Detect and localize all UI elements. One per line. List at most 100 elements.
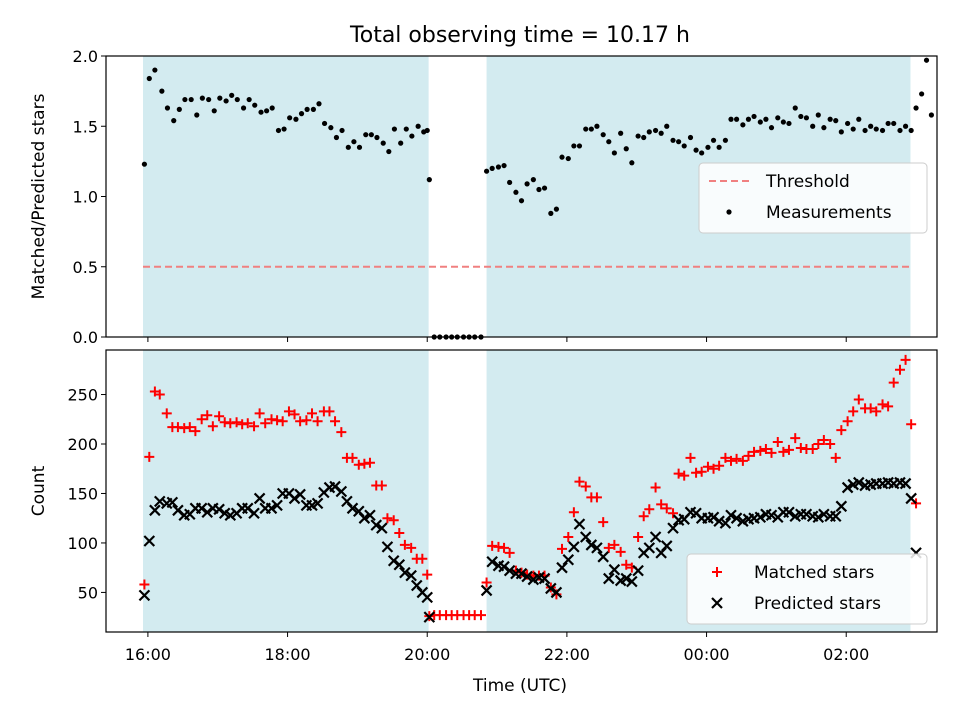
- matched-star-point: [196, 414, 207, 425]
- matched-star-point: [422, 569, 433, 580]
- measurement-point: [775, 115, 781, 121]
- predicted-star-point: [393, 558, 406, 571]
- x-tick-label: 20:00: [404, 645, 450, 664]
- measurement-point: [328, 125, 334, 131]
- legend-box: [686, 553, 928, 625]
- matched-star-point: [842, 416, 853, 427]
- predicted-star-point: [841, 481, 854, 494]
- measurement-point: [548, 210, 554, 216]
- measurement-point: [176, 106, 182, 112]
- matched-star-point: [755, 445, 766, 456]
- measurement-point: [229, 92, 235, 98]
- measurement-point: [530, 177, 536, 183]
- matched-star-point: [685, 452, 696, 463]
- chart-title: Total observing time = 10.17 h: [349, 23, 690, 48]
- predicted-star-point: [364, 509, 376, 522]
- matched-star-point: [807, 443, 818, 454]
- measurement-point: [763, 116, 769, 122]
- measurement-point: [733, 116, 740, 122]
- matched-star-point: [708, 463, 719, 474]
- matched-star-point: [778, 446, 789, 457]
- measurement-point: [815, 112, 821, 118]
- predicted-star-point: [253, 492, 266, 505]
- predicted-star-point: [271, 499, 283, 512]
- matched-star-point: [813, 439, 824, 449]
- predicted-star-point: [719, 517, 732, 529]
- measurement-point: [868, 123, 874, 129]
- legend-bottom: Matched stars Predicted stars: [686, 553, 928, 625]
- y-axis-label-bottom: Count: [29, 465, 49, 516]
- matched-star-point: [783, 444, 794, 455]
- matched-star-point: [161, 408, 172, 419]
- predicted-star-point: [503, 564, 516, 577]
- measurement-point: [780, 119, 786, 125]
- measurement-point: [188, 96, 194, 103]
- matched-star-point: [836, 425, 847, 436]
- measurement-point: [803, 115, 810, 121]
- matched-star-point: [621, 559, 632, 570]
- measurement-point: [258, 109, 264, 115]
- measurement-point: [141, 161, 148, 167]
- y-tick-label: 0.0: [73, 328, 98, 347]
- measurement-point: [693, 147, 699, 153]
- measurement-point: [745, 116, 752, 122]
- measurement-point: [611, 150, 617, 156]
- matched-star-point: [772, 437, 783, 448]
- measurement-point: [792, 105, 798, 111]
- matched-star-point: [906, 419, 917, 430]
- matched-star-point: [399, 539, 410, 550]
- predicted-star-point: [568, 541, 580, 553]
- predicted-star-point: [201, 506, 214, 519]
- measurement-point: [885, 120, 891, 127]
- measurement-point: [391, 126, 398, 132]
- predicted-star-point: [248, 507, 260, 520]
- observing-window-0: [143, 56, 429, 337]
- matched-star-point: [504, 547, 515, 558]
- matched-star-point: [475, 610, 486, 621]
- measurement-point: [681, 143, 687, 149]
- measurement-point: [199, 95, 205, 101]
- measurement-point: [699, 150, 705, 156]
- predicted-star-point: [829, 510, 842, 523]
- y-tick-label: 200: [67, 435, 98, 454]
- y-tick-label: 250: [67, 386, 98, 405]
- predicted-star-point: [649, 531, 662, 543]
- measurement-point: [146, 75, 152, 82]
- measurement-point: [664, 123, 670, 129]
- measurement-point: [923, 57, 930, 63]
- measurement-point: [380, 140, 386, 146]
- predicted-star-point: [754, 511, 767, 523]
- matched-star-point: [184, 422, 195, 433]
- legend-label: Threshold: [765, 172, 850, 192]
- legend-label: Predicted stars: [754, 594, 881, 614]
- matched-star-point: [883, 401, 894, 412]
- matched-star-point: [283, 406, 294, 417]
- matched-star-point: [214, 411, 225, 422]
- measurement-point: [194, 112, 200, 118]
- predicted-star-point: [521, 570, 533, 583]
- measurement-point: [524, 181, 530, 187]
- predicted-star-point: [138, 589, 151, 602]
- measurement-point: [646, 129, 652, 135]
- predicted-star-point: [660, 540, 673, 552]
- measurement-point: [321, 120, 328, 127]
- matched-star-point: [888, 377, 899, 388]
- y-tick-label: 2.0: [73, 47, 98, 66]
- measurement-point: [252, 102, 258, 108]
- matched-star-point: [144, 451, 155, 462]
- measurement-point: [629, 160, 635, 166]
- measurement-point: [722, 137, 729, 143]
- measurement-point: [908, 127, 914, 134]
- measurement-point: [850, 126, 856, 132]
- matched-star-point: [563, 532, 574, 543]
- matched-star-point: [760, 443, 771, 454]
- series-predicted-stars: [138, 476, 922, 623]
- measurement-point: [368, 132, 374, 138]
- predicted-star-point: [335, 485, 348, 498]
- measurement-point: [363, 132, 369, 138]
- predicted-star-point: [376, 522, 388, 534]
- matched-star-point: [650, 482, 661, 493]
- measurement-point: [374, 134, 380, 141]
- measurement-point: [541, 185, 548, 191]
